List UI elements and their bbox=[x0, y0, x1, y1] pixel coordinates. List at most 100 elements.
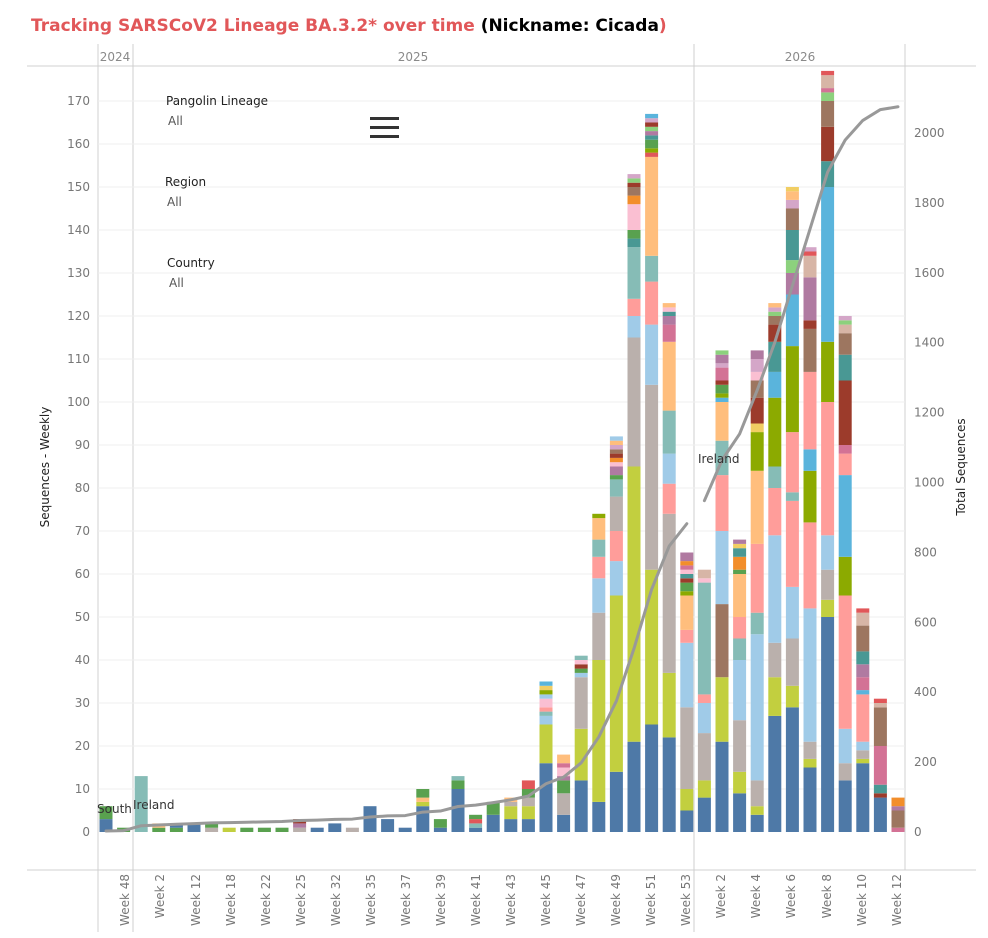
title-nickname: (Nickname: Cicada bbox=[480, 16, 659, 36]
bar-segment bbox=[768, 642, 782, 678]
bar-segment bbox=[539, 724, 553, 764]
bar-segment bbox=[680, 595, 694, 630]
y-tick-label: 130 bbox=[67, 266, 90, 280]
y-tick-label: 90 bbox=[75, 438, 90, 452]
bar-segment bbox=[680, 810, 694, 832]
annotation-label: South bbox=[97, 802, 132, 816]
bar-segment bbox=[134, 776, 148, 832]
bar-segment bbox=[627, 187, 641, 196]
bar-segment bbox=[803, 522, 817, 609]
bar-segment bbox=[539, 707, 553, 712]
bar-segment bbox=[574, 677, 588, 729]
bar-segment bbox=[873, 707, 887, 746]
x-tick-label: Week 6 bbox=[784, 874, 798, 918]
bar-segment bbox=[557, 780, 571, 794]
bar-segment bbox=[504, 801, 518, 807]
bar-segment bbox=[750, 814, 764, 832]
bar-segment bbox=[785, 230, 799, 261]
bar-segment bbox=[645, 156, 659, 256]
bar-segment bbox=[627, 195, 641, 205]
bar-segment bbox=[645, 122, 659, 127]
bar-segment bbox=[733, 569, 747, 574]
bar-segment bbox=[574, 728, 588, 781]
bar-segment bbox=[592, 513, 606, 519]
bar-segment bbox=[785, 707, 799, 832]
bar-segment bbox=[821, 617, 835, 832]
filter-value[interactable]: All bbox=[168, 114, 183, 128]
filter-value[interactable]: All bbox=[167, 195, 182, 209]
bar-segment bbox=[838, 445, 852, 454]
bar-segment bbox=[768, 371, 782, 398]
bar-segment bbox=[662, 672, 676, 738]
bar-segment bbox=[293, 827, 307, 832]
bar-segment bbox=[645, 148, 659, 153]
bar-segment bbox=[486, 801, 500, 815]
bar-segment bbox=[803, 741, 817, 759]
bar-segment bbox=[891, 827, 905, 832]
bar-segment bbox=[293, 823, 307, 828]
bar-segment bbox=[733, 574, 747, 617]
bar-segment bbox=[662, 307, 676, 312]
bar-segment bbox=[768, 311, 782, 316]
bar-segment bbox=[785, 638, 799, 686]
bar-segment bbox=[662, 316, 676, 325]
bar-segment bbox=[592, 801, 606, 832]
bar-segment bbox=[838, 728, 852, 764]
bar-segment bbox=[733, 617, 747, 639]
y-axis-title: Sequences - Weekly bbox=[38, 407, 52, 528]
year-header: 2025 bbox=[398, 50, 429, 64]
bar-segment bbox=[715, 397, 729, 402]
bar-segment bbox=[310, 827, 324, 832]
y2-tick-label: 1400 bbox=[914, 336, 945, 350]
bar-segment bbox=[539, 690, 553, 695]
filter-value[interactable]: All bbox=[169, 276, 184, 290]
bar-segment bbox=[381, 819, 395, 832]
filter-country[interactable]: Country All bbox=[167, 256, 215, 290]
bar-segment bbox=[521, 797, 535, 807]
bar-segment bbox=[609, 462, 623, 467]
bar-segment bbox=[592, 556, 606, 579]
bar-segment bbox=[803, 247, 817, 252]
y2-axis-title: Total Sequences bbox=[954, 418, 968, 516]
bar-segment bbox=[856, 763, 870, 832]
bar-segment bbox=[733, 556, 747, 570]
bar-segment bbox=[680, 569, 694, 574]
bar-segment bbox=[697, 582, 711, 695]
bar-segment bbox=[645, 569, 659, 725]
bar-segment bbox=[715, 354, 729, 364]
bar-segment bbox=[645, 324, 659, 385]
filter-label: Region bbox=[165, 175, 207, 189]
x-tick-label: Week 2 bbox=[153, 874, 167, 918]
bar-segment bbox=[838, 595, 852, 729]
bar-segment bbox=[662, 341, 676, 411]
x-tick-label: Week 35 bbox=[364, 874, 378, 926]
year-header: 2024 bbox=[100, 50, 131, 64]
bar-segment bbox=[609, 496, 623, 531]
bar-segment bbox=[697, 780, 711, 798]
bar-segment bbox=[733, 720, 747, 772]
bar-segment bbox=[821, 187, 835, 342]
bar-segment bbox=[539, 681, 553, 686]
y-tick-label: 20 bbox=[75, 739, 90, 753]
bar-segment bbox=[715, 741, 729, 832]
bar-segment bbox=[785, 685, 799, 708]
bar-segment bbox=[645, 131, 659, 136]
x-tick-label: Week 49 bbox=[609, 874, 623, 926]
bar-segment bbox=[733, 543, 747, 549]
y2-tick-label: 1000 bbox=[914, 476, 945, 490]
bar-segment bbox=[803, 251, 817, 256]
filter-region[interactable]: Region All bbox=[165, 175, 206, 209]
bar-segment bbox=[803, 608, 817, 742]
bar-segment bbox=[715, 475, 729, 531]
x-tick-label: Week 25 bbox=[294, 874, 308, 926]
hamburger-menu-icon[interactable] bbox=[370, 117, 399, 141]
bar-segment bbox=[715, 393, 729, 398]
bar-segment bbox=[645, 724, 659, 832]
bar-segment bbox=[592, 578, 606, 613]
x-tick-label: Week 10 bbox=[855, 874, 869, 926]
bar-segment bbox=[873, 698, 887, 703]
annotation-label: Ireland bbox=[133, 798, 175, 812]
filter-pangolin-lineage[interactable]: Pangolin Lineage All bbox=[166, 94, 268, 128]
cumulative-line bbox=[702, 105, 900, 503]
bar-segment bbox=[645, 139, 659, 149]
